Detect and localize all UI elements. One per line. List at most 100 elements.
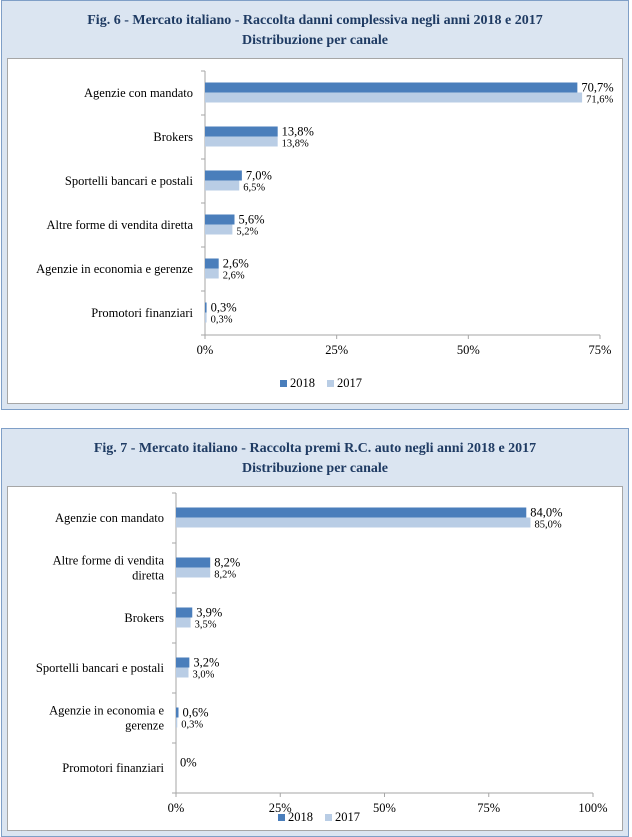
- legend-label-2017: 2017: [337, 376, 362, 390]
- category-label: Altre forme di vendita diretta: [53, 554, 165, 583]
- bar-2017: [176, 617, 191, 628]
- category-label-line: Agenzie con mandato: [55, 511, 164, 525]
- category-label-line: Brokers: [124, 611, 164, 625]
- data-label-2018: 8,2%: [214, 556, 240, 570]
- chart-title: Fig. 7 - Mercato italiano - Raccolta pre…: [93, 441, 537, 456]
- category-label: Promotori finanziari: [91, 306, 193, 320]
- bar-2018: [205, 126, 278, 137]
- bar-2018: [205, 214, 235, 225]
- category-label-line: Agenzie con mandato: [84, 86, 193, 100]
- chart-title: Fig. 6 - Mercato italiano - Raccolta dan…: [87, 13, 543, 28]
- x-tick-label: 75%: [589, 343, 612, 357]
- bar-2018: [205, 170, 242, 181]
- bar-2017: [205, 224, 233, 235]
- data-label-2017: 5,2%: [236, 227, 258, 238]
- data-label-2017: 71,6%: [586, 95, 613, 106]
- category-label-line: Promotori finanziari: [91, 306, 193, 320]
- bar-2017: [205, 268, 219, 279]
- x-tick-label: 0%: [197, 343, 214, 357]
- bar-2018: [205, 258, 219, 269]
- category-label-line: Agenzie in economia e gerenze: [36, 262, 193, 276]
- bar-2017: [205, 180, 240, 191]
- category-label: Brokers: [124, 611, 164, 625]
- category-label: Sportelli bancari e postali: [36, 661, 165, 675]
- category-label: Brokers: [153, 130, 193, 144]
- x-tick-label: 50%: [373, 801, 396, 815]
- category-label: Sportelli bancari e postali: [65, 174, 194, 188]
- category-label-line: gerenze: [125, 719, 164, 733]
- category-label: Promotori finanziari: [62, 761, 164, 775]
- bar-chart-fig7: 0% 25% 50% 75% 100%Agenzie con mandato 84,0%8…: [36, 492, 608, 824]
- bar-2017: [176, 567, 211, 578]
- bar-2018: [176, 707, 179, 718]
- bar-2017: [176, 717, 178, 728]
- data-label-2017: 8,2%: [214, 570, 236, 581]
- data-label-2018: 5,6%: [238, 213, 264, 227]
- category-label-line: diretta: [132, 569, 164, 583]
- plot-area: 0% 25% 50% 75% Agenzie con mandato 70,7% 71,6%…: [7, 58, 623, 404]
- chart-subtitle: Distribuzione per canale: [242, 33, 388, 48]
- x-tick-label: 100%: [578, 801, 607, 815]
- data-label-2017: 13,8%: [282, 139, 309, 150]
- category-label-line: Altre forme di vendita: [53, 554, 165, 568]
- chart-title-area: Fig. 6 - Mercato italiano - Raccolta dan…: [2, 1, 628, 57]
- data-label-2018: 0,6%: [183, 706, 209, 720]
- data-label-2018: 0%: [180, 756, 197, 770]
- legend-swatch-2018: [280, 380, 287, 387]
- category-label: Agenzie in economia e gerenze: [36, 262, 193, 276]
- data-label-2017: 85,0%: [534, 520, 561, 531]
- data-label-2017: 0,3%: [181, 720, 203, 731]
- category-label-line: Altre forme di vendita diretta: [47, 218, 194, 232]
- chart-subtitle: Distribuzione per canale: [242, 461, 388, 476]
- category-label-line: Promotori finanziari: [62, 761, 164, 775]
- legend-label-2018: 2018: [288, 810, 313, 824]
- category-label-line: Agenzie in economia e: [49, 704, 164, 718]
- data-label-2017: 2,6%: [223, 271, 245, 282]
- legend-swatch-2017: [325, 814, 332, 821]
- bar-2017: [205, 312, 207, 323]
- data-label-2017: 3,5%: [195, 620, 217, 631]
- category-label-line: Sportelli bancari e postali: [65, 174, 194, 188]
- bar-2018: [205, 82, 578, 93]
- bar-2018: [176, 507, 527, 518]
- plot-area: 0% 25% 50% 75% 100% Agenzie con mandato 84,0% 8…: [7, 486, 623, 831]
- data-label-2018: 13,8%: [282, 125, 314, 139]
- data-label-2018: 3,2%: [193, 656, 219, 670]
- x-tick-label: 50%: [457, 343, 480, 357]
- bar-2018: [176, 657, 190, 668]
- category-label: Agenzie in economia e gerenze: [49, 704, 164, 733]
- legend-swatch-2018: [278, 814, 285, 821]
- x-tick-label: 25%: [269, 801, 292, 815]
- x-tick-label: 75%: [477, 801, 500, 815]
- data-label-2018: 7,0%: [246, 169, 272, 183]
- legend-label-2018: 2018: [290, 376, 315, 390]
- data-label-2017: 0,3%: [211, 315, 233, 326]
- category-label: Agenzie con mandato: [55, 511, 164, 525]
- legend-label-2017: 2017: [335, 810, 360, 824]
- bar-2018: [176, 607, 193, 618]
- chart-panel-fig7: Fig. 7 - Mercato italiano - Raccolta pre…: [1, 428, 629, 837]
- data-label-2017: 6,5%: [243, 183, 265, 194]
- category-label: Altre forme di vendita diretta: [47, 218, 194, 232]
- x-tick-label: 0%: [168, 801, 185, 815]
- data-label-2018: 84,0%: [530, 506, 562, 520]
- category-label: Agenzie con mandato: [84, 86, 193, 100]
- data-label-2018: 70,7%: [581, 81, 613, 95]
- bar-2018: [176, 557, 211, 568]
- category-label-line: Sportelli bancari e postali: [36, 661, 165, 675]
- bar-2017: [176, 517, 531, 528]
- bar-2018: [205, 302, 207, 313]
- bar-2017: [205, 136, 278, 147]
- bar-2017: [176, 667, 189, 678]
- x-tick-label: 25%: [325, 343, 348, 357]
- chart-title-area: Fig. 7 - Mercato italiano - Raccolta pre…: [2, 429, 628, 485]
- bar-2017: [205, 92, 583, 103]
- bar-chart-fig6: 0% 25% 50% 75% Agenzie con mandato 70,7%71,6%…: [36, 70, 614, 390]
- legend-swatch-2017: [327, 380, 334, 387]
- chart-panel-fig6: Fig. 6 - Mercato italiano - Raccolta dan…: [1, 0, 629, 410]
- data-label-2018: 2,6%: [223, 257, 249, 271]
- data-label-2018: 3,9%: [196, 606, 222, 620]
- data-label-2017: 3,0%: [193, 670, 215, 681]
- data-label-2018: 0,3%: [211, 301, 237, 315]
- category-label-line: Brokers: [153, 130, 193, 144]
